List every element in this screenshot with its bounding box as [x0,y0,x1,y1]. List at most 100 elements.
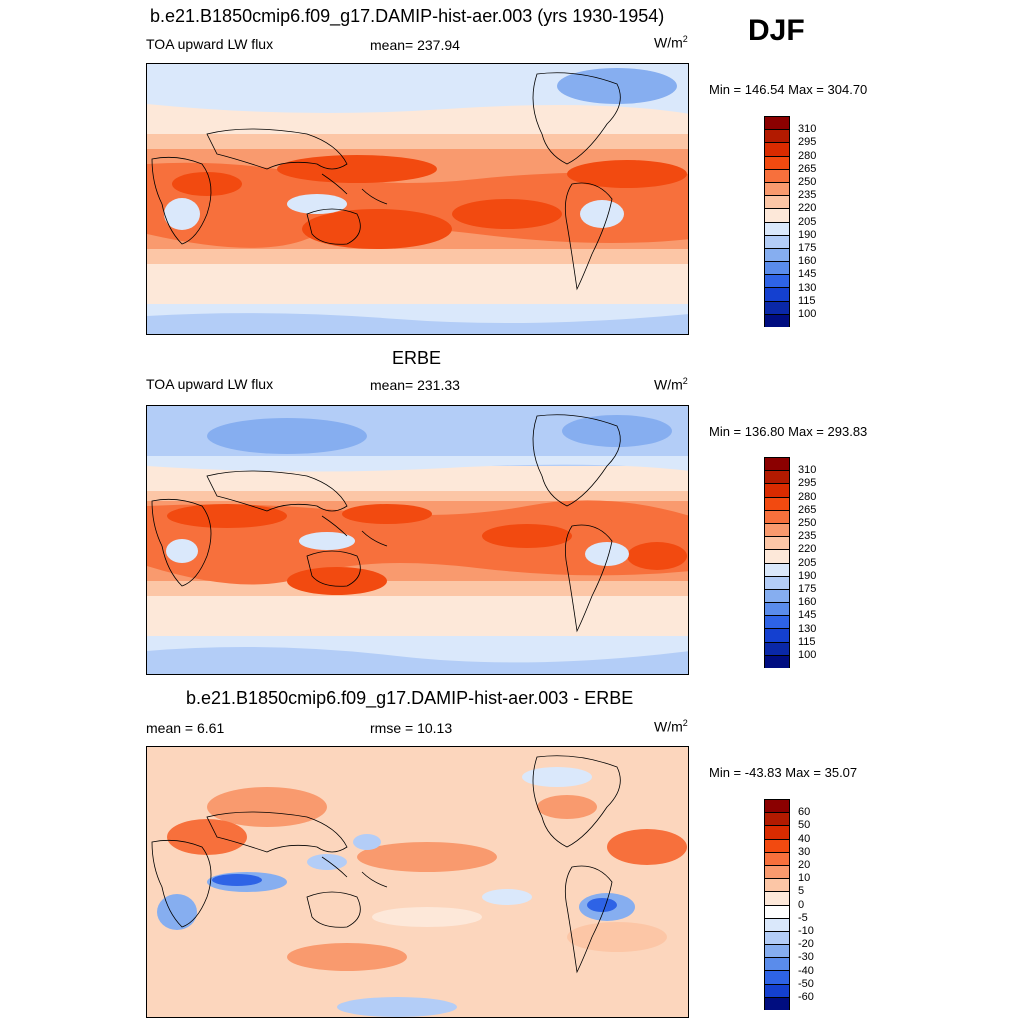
colorbar-swatch [764,261,790,275]
colorbar-swatch [764,234,790,248]
colorbar-swatch [764,641,790,655]
colorbar-swatch [764,575,790,589]
panel3-map [146,746,689,1018]
colorbar-tick-label: 130 [798,622,817,635]
colorbar-tick-label: 190 [798,228,817,241]
panel2-variable-label: TOA upward LW flux [146,376,274,392]
colorbar-swatch [764,549,790,563]
colorbar-swatch [764,615,790,629]
colorbar-swatch [764,654,790,668]
season-label: DJF [748,14,805,47]
colorbar-swatch [764,904,790,918]
panel3-contour-map [147,747,688,1017]
colorbar-swatch [764,825,790,839]
colorbar-swatch [764,812,790,826]
colorbar-tick-label: 190 [798,569,817,582]
panel2-units: W/m2 [654,376,688,393]
colorbar-tick-label: 115 [798,294,816,307]
panel3-title: b.e21.B1850cmip6.f09_g17.DAMIP-hist-aer.… [186,688,634,708]
colorbar-swatch [764,274,790,288]
panel1-colorbar: 310 295 280 265 250 235 220 205 190 175 160 145 130 1… [764,116,816,327]
colorbar-swatch [764,116,790,130]
colorbar-tick-label: -40 [798,964,814,977]
panel1-units: W/m2 [654,34,688,51]
colorbar-swatch [764,864,790,879]
colorbar-swatch [764,970,790,984]
colorbar-tick-label: -50 [798,977,814,990]
colorbar-swatch [764,208,790,222]
colorbar-swatch [764,602,790,616]
panel3-colorbar: 60 50 40 30 20 10 5 0 -5 -10 -20 -30 -40 -50 -60 [764,799,814,1010]
panel2-mean-label: mean= 231.33 [370,377,460,393]
colorbar-swatch [764,181,790,196]
colorbar-tick-label: 220 [798,202,817,215]
colorbar-swatch [764,313,790,327]
panel1-minmax: Min = 146.54 Max = 304.70 [709,82,868,97]
colorbar-swatch [764,142,790,156]
colorbar-tick-label: -10 [798,925,814,937]
colorbar-swatch [764,944,790,958]
colorbar-tick-label: 250 [798,176,817,188]
colorbar-tick-label: 20 [798,859,811,871]
colorbar-swatch [764,287,790,301]
colorbar-swatch [764,129,790,143]
colorbar-swatch [764,983,790,997]
panel1-contour-map [147,64,688,334]
colorbar-tick-label: 205 [798,215,817,228]
colorbar-swatch [764,851,790,865]
colorbar-tick-label: 280 [798,490,817,503]
colorbar-tick-label: 310 [798,464,817,477]
colorbar-tick-label: 5 [798,885,805,898]
panel2-minmax: Min = 136.80 Max = 293.83 [709,424,868,439]
colorbar-swatch [764,917,790,931]
colorbar-swatch [764,496,790,510]
colorbar-tick-label: -30 [798,951,814,964]
colorbar-tick-label: 100 [798,649,817,661]
colorbar-swatch [764,247,790,262]
colorbar-tick-label: 50 [798,819,811,832]
colorbar-swatch [764,168,790,182]
colorbar-tick-label: 235 [798,530,817,543]
colorbar-tick-label: 130 [798,281,817,294]
panel3-minmax: Min = -43.83 Max = 35.07 [709,765,858,780]
colorbar-swatch [764,878,790,892]
colorbar-swatch [764,536,790,550]
colorbar-tick-label: 310 [798,123,817,136]
panel2-colorbar: 310 295 280 265 250 235 220 205 190 175 160 145 130 1… [764,457,816,668]
colorbar-tick-label: 145 [798,268,817,281]
colorbar-swatch [764,628,790,642]
colorbar-tick-label: 100 [798,308,817,320]
panel1-variable-label: TOA upward LW flux [146,36,274,52]
colorbar-tick-label: 250 [798,517,817,529]
panel2-title: ERBE [392,348,442,368]
colorbar-tick-label: 145 [798,609,817,622]
panel3-units: W/m2 [654,718,688,735]
panel3-rmse-label: rmse = 10.13 [370,720,453,736]
colorbar-swatch [764,470,790,484]
colorbar-swatch [764,838,790,852]
colorbar-tick-label: -5 [798,911,808,924]
panel3-mean-label: mean = 6.61 [146,720,225,736]
colorbar-tick-label: 0 [798,898,805,911]
colorbar-swatch [764,155,790,169]
colorbar-tick-label: 10 [798,872,811,885]
panel1-title: b.e21.B1850cmip6.f09_g17.DAMIP-hist-aer.… [150,6,665,26]
colorbar-tick-label: 220 [798,543,817,556]
colorbar-tick-label: 160 [798,255,817,268]
panel1-mean-label: mean= 237.94 [370,37,460,53]
colorbar-tick-label: 60 [798,806,811,819]
colorbar-tick-label: 40 [798,832,811,845]
colorbar-swatch [764,562,790,576]
colorbar-swatch [764,588,790,603]
colorbar-swatch [764,522,790,537]
colorbar-swatch [764,509,790,523]
colorbar-tick-label: 115 [798,635,816,648]
colorbar-swatch [764,195,790,209]
panel1-map [146,63,689,335]
colorbar-tick-label: 235 [798,189,817,202]
colorbar-tick-label: 160 [798,596,817,609]
panel2-contour-map [147,406,688,674]
colorbar-swatch [764,996,790,1010]
colorbar-swatch [764,799,790,813]
colorbar-tick-label: 30 [798,845,811,858]
